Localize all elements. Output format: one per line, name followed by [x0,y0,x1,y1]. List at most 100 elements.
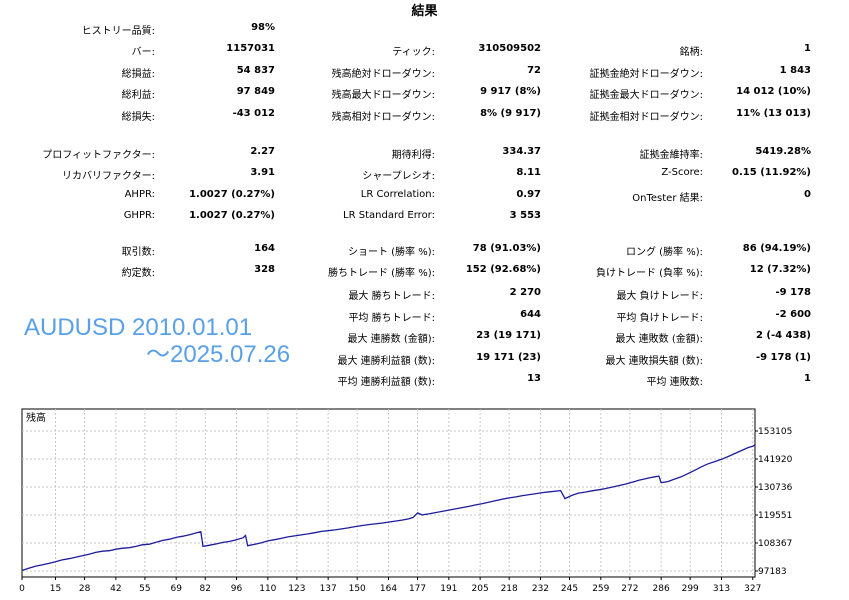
stat-value: 152 (92.68%) [465,264,541,275]
stat-value: 72 [527,65,541,76]
results-table: ヒストリー品質: 98% バー: 1157031 ティック: 310509502 銘柄: 1 総… [42,22,811,388]
stat-label: 最大 連勝利益額 (数): [337,356,435,367]
stat-label: 最大 連敗数 (金額): [615,334,703,345]
stat-value: -2 600 [775,309,811,320]
chart-grid [22,409,755,577]
stat-label: 平均 負けトレード: [616,313,703,324]
stat-value: 86 (94.19%) [742,243,811,254]
stat-label: 平均 連敗数: [646,377,703,388]
stat-value: 78 (91.03%) [472,243,541,254]
x-tick-label: 245 [561,584,578,594]
y-tick-label: 153105 [758,427,792,437]
stat-label: ロング (勝率 %): [625,247,703,258]
stat-label: Z-Score: [661,167,703,178]
stat-value: 0.97 [516,189,541,200]
x-tick-label: 218 [501,584,518,594]
stat-value: 164 [254,243,275,254]
x-tick-label: 110 [259,584,276,594]
stat-value: 1157031 [226,43,275,54]
x-tick-label: 272 [621,584,638,594]
stat-label: 平均 連勝利益額 (数): [337,377,435,388]
stat-value: -9 178 [775,287,811,298]
stat-label: 残高相対ドローダウン: [331,112,435,123]
stat-value: 0 [804,189,811,200]
stat-label: 最大 勝ちトレード: [348,291,435,302]
stat-label: 銘柄: [679,47,703,58]
stat-value: 98% [251,22,275,33]
x-tick-label: 205 [472,584,489,594]
stat-label: 最大 連敗損失額 (数): [605,356,703,367]
overlay-symbol-line: AUDUSD 2010.01.01 [24,314,253,341]
stat-label: 総利益: [121,90,155,101]
stat-label: ヒストリー品質: [81,26,155,37]
stat-label: 総損失: [121,112,155,123]
x-tick-label: 232 [532,584,549,594]
stat-label: バー: [131,47,155,58]
stat-label: 残高絶対ドローダウン: [331,69,435,80]
stat-value: 1 [804,43,811,54]
y-tick-label: 130736 [758,483,793,493]
x-tick-label: 137 [320,584,337,594]
stat-value: -9 178 (1) [755,352,811,363]
stat-label: OnTester 結果: [632,193,703,204]
x-tick-label: 177 [409,584,426,594]
symbol-period-overlay: AUDUSD 2010.01.01 ～2025.07.26 [24,314,290,368]
stat-label: 残高最大ドローダウン: [331,90,435,101]
stat-value: 2.27 [250,146,275,157]
stat-value: 1 843 [779,65,811,76]
stat-label: 証拠金維持率: [639,150,703,161]
x-tick-label: 327 [744,584,761,594]
stat-value: 5419.28% [755,146,811,157]
x-tick-label: 313 [713,584,730,594]
stat-label: 取引数: [121,247,155,258]
stat-value: 3 553 [509,210,541,221]
stat-label: シャープレシオ: [362,171,435,182]
stat-value: 3.91 [250,167,275,178]
chart-y-axis: 153105 141920 130736 119551 108367 97183 [755,427,793,577]
balance-chart: 0 15 28 42 55 69 82 96 110 123 137 150 164 177 191 205 2… [19,408,793,594]
stat-value: 8.11 [516,167,541,178]
x-tick-label: 55 [139,584,150,594]
stat-label: リカバリファクター: [62,171,155,182]
x-tick-label: 150 [349,584,366,594]
stat-value: 11% (13 013) [736,108,811,119]
balance-series-line [21,444,756,572]
stat-label: プロフィットファクター: [42,150,155,161]
stat-value: 644 [520,309,541,320]
x-tick-label: 96 [231,584,243,594]
stat-value: 97 849 [236,86,275,97]
stat-value: 54 837 [236,65,275,76]
x-tick-label: 286 [653,584,670,594]
stat-value: -43 012 [232,108,275,119]
x-tick-label: 259 [592,584,609,594]
report-title: 結果 [411,4,438,19]
stat-label: 証拠金相対ドローダウン: [589,112,703,123]
x-tick-label: 0 [19,584,25,594]
stat-value: 1.0027 (0.27%) [189,210,275,221]
stat-label: LR Standard Error: [343,210,435,221]
x-tick-label: 15 [50,584,61,594]
y-tick-label: 108367 [758,539,792,549]
stat-value: 1 [804,373,811,384]
stat-label: 勝ちトレード (勝率 %): [327,268,435,279]
stat-value: 8% (9 917) [480,108,541,119]
stat-value: 310509502 [478,43,541,54]
stat-label: 最大 負けトレード: [616,291,703,302]
x-tick-label: 123 [288,584,305,594]
stat-value: 14 012 (10%) [736,86,811,97]
stat-value: 0.15 (11.92%) [732,167,811,178]
x-tick-label: 82 [200,584,211,594]
stat-label: 証拠金最大ドローダウン: [589,90,703,101]
x-tick-label: 164 [380,584,397,594]
x-tick-label: 299 [682,584,699,594]
stat-value: 19 171 (23) [476,352,541,363]
y-tick-label: 97183 [758,567,787,577]
stat-label: 総損益: [121,69,155,80]
stat-value: 1.0027 (0.27%) [189,189,275,200]
stat-label: LR Correlation: [360,189,435,200]
stat-value: 2 270 [509,287,541,298]
stat-value: 328 [254,264,275,275]
overlay-period-line: ～2025.07.26 [146,341,291,368]
stat-label: 最大 連勝数 (金額): [347,334,435,345]
stat-value: 12 (7.32%) [749,264,811,275]
